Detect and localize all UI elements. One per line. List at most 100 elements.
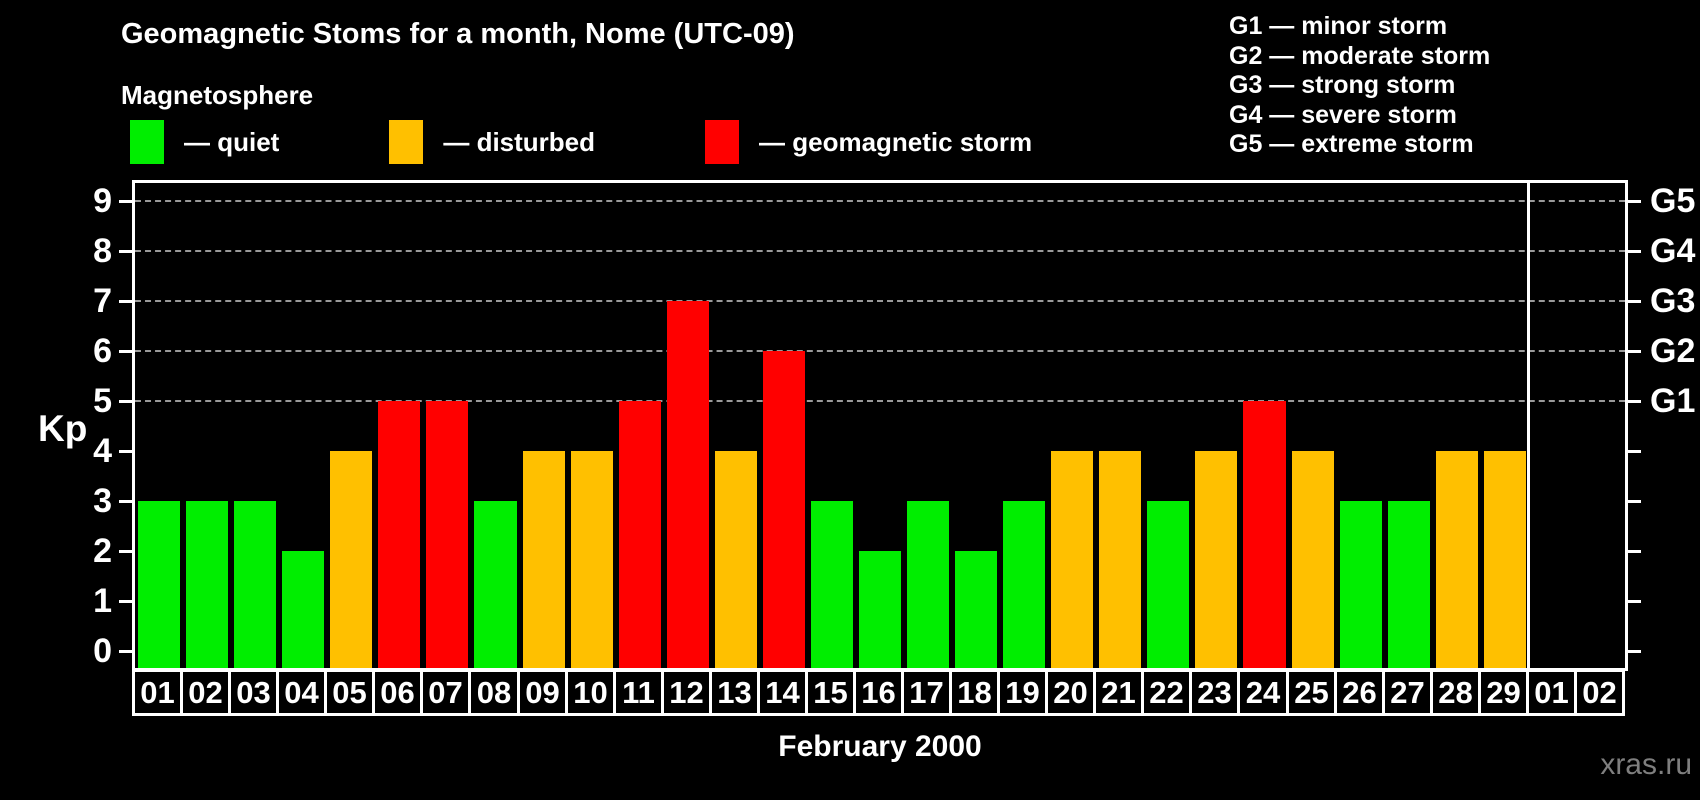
day-label-cell-25: 25	[1286, 669, 1337, 716]
kp-bar-day-12	[666, 301, 709, 668]
kp-bar-day-03	[234, 501, 277, 668]
day-label-cell-29: 29	[1478, 669, 1529, 716]
day-label-cell-11: 11	[613, 669, 664, 716]
legend-label-storm: — geomagnetic storm	[759, 126, 1033, 157]
right-axis-label-g5: G5	[1650, 182, 1696, 220]
right-tick-0	[1628, 649, 1641, 653]
left-tick-8	[119, 249, 132, 253]
day-label-cell-31: 02	[1574, 669, 1625, 716]
right-tick-3	[1628, 499, 1641, 503]
gridline-kp-5	[135, 400, 1625, 402]
day-label-cell-9: 09	[517, 669, 568, 716]
left-tick-3	[119, 499, 132, 503]
day-label-cell-6: 06	[372, 669, 423, 716]
right-axis-label-g1: G1	[1650, 382, 1696, 420]
day-label-cell-10: 10	[565, 669, 616, 716]
g1-legend-line: G1 — minor storm	[1229, 12, 1448, 40]
kp-bar-day-10	[570, 451, 613, 668]
day-label-cell-12: 12	[661, 669, 712, 716]
plot-area	[132, 180, 1628, 671]
storm-color-swatch-icon	[705, 120, 740, 164]
day-label-cell-2: 02	[180, 669, 231, 716]
kp-bar-day-28	[1435, 451, 1478, 668]
right-tick-6	[1628, 349, 1641, 353]
kp-bar-day-22	[1147, 501, 1190, 668]
day-label-cell-15: 15	[805, 669, 856, 716]
left-tick-0	[119, 649, 132, 653]
right-tick-7	[1628, 299, 1641, 303]
kp-bar-day-16	[858, 551, 902, 668]
day-label-cell-22: 22	[1141, 669, 1192, 716]
kp-bar-day-29	[1483, 451, 1526, 668]
y-axis-label-1: 1	[93, 582, 112, 620]
left-tick-6	[119, 349, 132, 353]
kp-bar-day-08	[474, 501, 517, 668]
kp-bar-day-26	[1339, 501, 1382, 668]
right-axis-label-g4: G4	[1650, 232, 1696, 270]
y-axis-label-2: 2	[93, 532, 112, 570]
right-tick-5	[1628, 399, 1641, 403]
kp-bar-day-27	[1387, 501, 1430, 668]
g2-legend-line: G2 — moderate storm	[1229, 41, 1491, 70]
legend-label-quiet: — quiet	[184, 126, 280, 157]
legend-item-disturbed: — disturbed	[389, 120, 595, 164]
kp-bar-day-19	[1003, 501, 1046, 668]
gridline-kp-7	[135, 300, 1625, 302]
day-label-cell-8: 08	[468, 669, 520, 716]
x-axis-title: February 2000	[778, 730, 982, 763]
day-label-cell-24: 24	[1237, 669, 1289, 716]
kp-bar-day-05	[330, 451, 373, 668]
kp-bar-day-14	[762, 351, 805, 668]
day-label-cell-19: 19	[997, 669, 1048, 716]
kp-bar-day-04	[282, 551, 325, 668]
day-label-cell-16: 16	[853, 669, 904, 716]
left-tick-2	[119, 549, 132, 553]
legend-item-storm: — geomagnetic storm	[705, 120, 1032, 164]
kp-bar-day-01	[138, 501, 181, 668]
day-label-cell-4: 04	[276, 669, 327, 716]
y-axis-label-6: 6	[93, 332, 112, 370]
gridline-kp-6	[135, 350, 1625, 352]
kp-bar-day-24	[1243, 401, 1286, 668]
y-axis-label-9: 9	[93, 182, 112, 220]
g4-legend-line: G4 — severe storm	[1229, 100, 1457, 129]
right-axis-label-g2: G2	[1650, 332, 1696, 370]
right-tick-9	[1628, 199, 1641, 203]
kp-bar-day-17	[907, 501, 950, 668]
y-axis-label-0: 0	[93, 632, 112, 670]
kp-bar-day-07	[426, 401, 469, 668]
kp-bar-day-21	[1099, 451, 1142, 668]
day-label-cell-13: 13	[709, 669, 760, 716]
right-axis-label-g3: G3	[1650, 282, 1696, 320]
left-tick-4	[119, 449, 132, 453]
day-label-cell-14: 14	[757, 669, 808, 716]
right-tick-8	[1628, 249, 1641, 253]
day-label-cell-7: 07	[420, 669, 471, 716]
left-tick-9	[119, 199, 132, 203]
day-label-cell-17: 17	[901, 669, 952, 716]
day-label-cell-30: 01	[1526, 669, 1577, 716]
y-axis-title: Kp	[38, 408, 88, 449]
kp-bar-day-20	[1051, 451, 1094, 668]
left-tick-7	[119, 299, 132, 303]
kp-bar-day-06	[378, 401, 421, 668]
right-tick-2	[1628, 549, 1641, 553]
y-axis-label-7: 7	[93, 282, 112, 320]
y-axis-label-3: 3	[93, 482, 112, 520]
kp-bar-day-25	[1291, 451, 1334, 668]
right-tick-4	[1628, 449, 1641, 453]
quiet-color-swatch-icon	[130, 120, 164, 164]
kp-bar-day-15	[810, 501, 853, 668]
magnetosphere-legend: — quiet — disturbed — geomagnetic storm	[130, 119, 1032, 165]
kp-bar-day-13	[714, 451, 757, 668]
day-label-cell-23: 23	[1189, 669, 1240, 716]
y-axis-label-5: 5	[93, 382, 112, 420]
watermark: xras.ru	[1600, 748, 1692, 781]
day-label-cell-1: 01	[132, 669, 183, 716]
legend-item-quiet: — quiet	[130, 120, 279, 164]
gridline-kp-9	[135, 200, 1625, 202]
day-label-cell-18: 18	[949, 669, 1000, 716]
kp-bar-day-02	[186, 501, 229, 668]
day-label-cell-21: 21	[1093, 669, 1144, 716]
g3-legend-line: G3 — strong storm	[1229, 71, 1456, 100]
